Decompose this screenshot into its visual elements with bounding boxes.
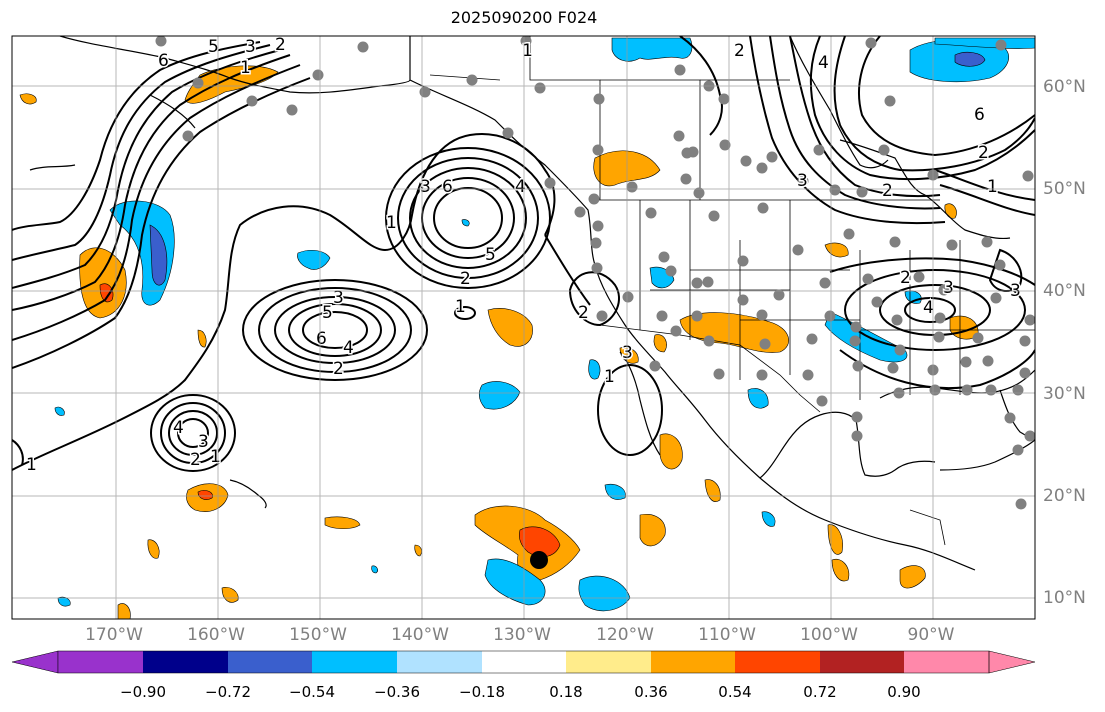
colorbar-bin <box>228 651 312 673</box>
contour-label: 2 <box>978 143 989 163</box>
contour-label: 3 <box>333 288 344 308</box>
shaded-anomalies <box>19 37 1035 619</box>
colorbar-high-extension <box>988 650 1036 674</box>
colorbar-frame <box>57 650 990 674</box>
contour-label: 5 <box>485 245 496 265</box>
lon-tick-label: 120°W <box>596 625 654 645</box>
contour-label: 3 <box>943 278 954 298</box>
contour-label: 1 <box>26 455 37 475</box>
colorbar-tick-label: 0.36 <box>634 683 668 701</box>
contour-label: 4 <box>818 53 829 73</box>
lat-tick-label: 50°N <box>1043 179 1086 199</box>
lat-tick-label: 20°N <box>1043 486 1086 506</box>
colorbar-tick-label: −0.54 <box>289 683 335 701</box>
lon-tick-label: 100°W <box>800 625 858 645</box>
lat-tick-label: 10°N <box>1043 588 1086 608</box>
contour-label: 6 <box>974 105 985 125</box>
contour-label: 3 <box>797 171 808 191</box>
contour-label: 4 <box>343 338 354 358</box>
lon-tick-label: 110°W <box>698 625 756 645</box>
contour-label: 5 <box>322 303 333 323</box>
lat-tick-label: 60°N <box>1043 77 1086 97</box>
colorbar-bin <box>820 651 904 673</box>
contour-label: 6 <box>158 51 169 71</box>
colorbar-tick-label: 0.90 <box>887 683 921 701</box>
contour-label: 4 <box>173 418 184 438</box>
lat-tick-label: 30°N <box>1043 384 1086 404</box>
map-frame <box>11 35 1036 620</box>
contour-label: 3 <box>198 432 209 452</box>
contour-label: 2 <box>460 269 471 289</box>
gridlines <box>12 36 1035 619</box>
colorbar-tick-label: 0.54 <box>718 683 752 701</box>
lon-tick-label: 170°W <box>85 625 143 645</box>
colorbar-bin <box>904 651 989 673</box>
contour-label: 1 <box>386 213 397 233</box>
contour-label: 3 <box>245 37 256 57</box>
contour-label: 2 <box>882 181 893 201</box>
contour-label: 1 <box>240 58 251 78</box>
colorbar <box>11 650 1036 674</box>
lon-tick-label: 150°W <box>289 625 347 645</box>
contour-label: 2 <box>333 359 344 379</box>
colorbar-bin <box>566 651 651 673</box>
contour-label: 2 <box>900 268 911 288</box>
contour-label: 2 <box>275 35 286 55</box>
colorbar-bin <box>143 651 228 673</box>
colorbar-tick-label: −0.72 <box>205 683 251 701</box>
contour-label: 1 <box>455 297 466 317</box>
lat-tick-label: 40°N <box>1043 281 1086 301</box>
colorbar-bin <box>482 651 566 673</box>
colorbar-bin <box>735 651 820 673</box>
contour-label: 6 <box>442 177 453 197</box>
colorbar-tick-label: 0.72 <box>803 683 837 701</box>
contour-label: 2 <box>578 303 589 323</box>
colorbar-tick-label: −0.18 <box>459 683 505 701</box>
station-dots <box>155 36 1035 510</box>
lon-tick-label: 140°W <box>391 625 449 645</box>
contour-label: 1 <box>604 367 615 387</box>
lon-tick-label: 90°W <box>907 625 955 645</box>
lon-tick-label: 160°W <box>187 625 245 645</box>
contour-label: 6 <box>316 329 327 349</box>
colorbar-tick-label: 0.18 <box>549 683 583 701</box>
lon-tick-label: 130°W <box>493 625 551 645</box>
colorbar-low-extension <box>11 650 59 674</box>
colorbar-tick-label: −0.90 <box>120 683 166 701</box>
contour-label: 1 <box>210 447 221 467</box>
colorbar-tick-label: −0.36 <box>374 683 420 701</box>
colorbar-bin <box>651 651 735 673</box>
contour-label: 2 <box>734 41 745 61</box>
colorbar-bin <box>58 651 143 673</box>
contour-label: 2 <box>190 450 201 470</box>
figure-title: 2025090200 F024 <box>450 8 598 27</box>
storm-center-marker <box>530 551 548 569</box>
colorbar-bin <box>397 651 482 673</box>
contour-label: 5 <box>208 37 219 57</box>
contour-label: 4 <box>923 298 934 318</box>
colorbar-bin <box>312 651 397 673</box>
contour-label: 1 <box>987 177 998 197</box>
